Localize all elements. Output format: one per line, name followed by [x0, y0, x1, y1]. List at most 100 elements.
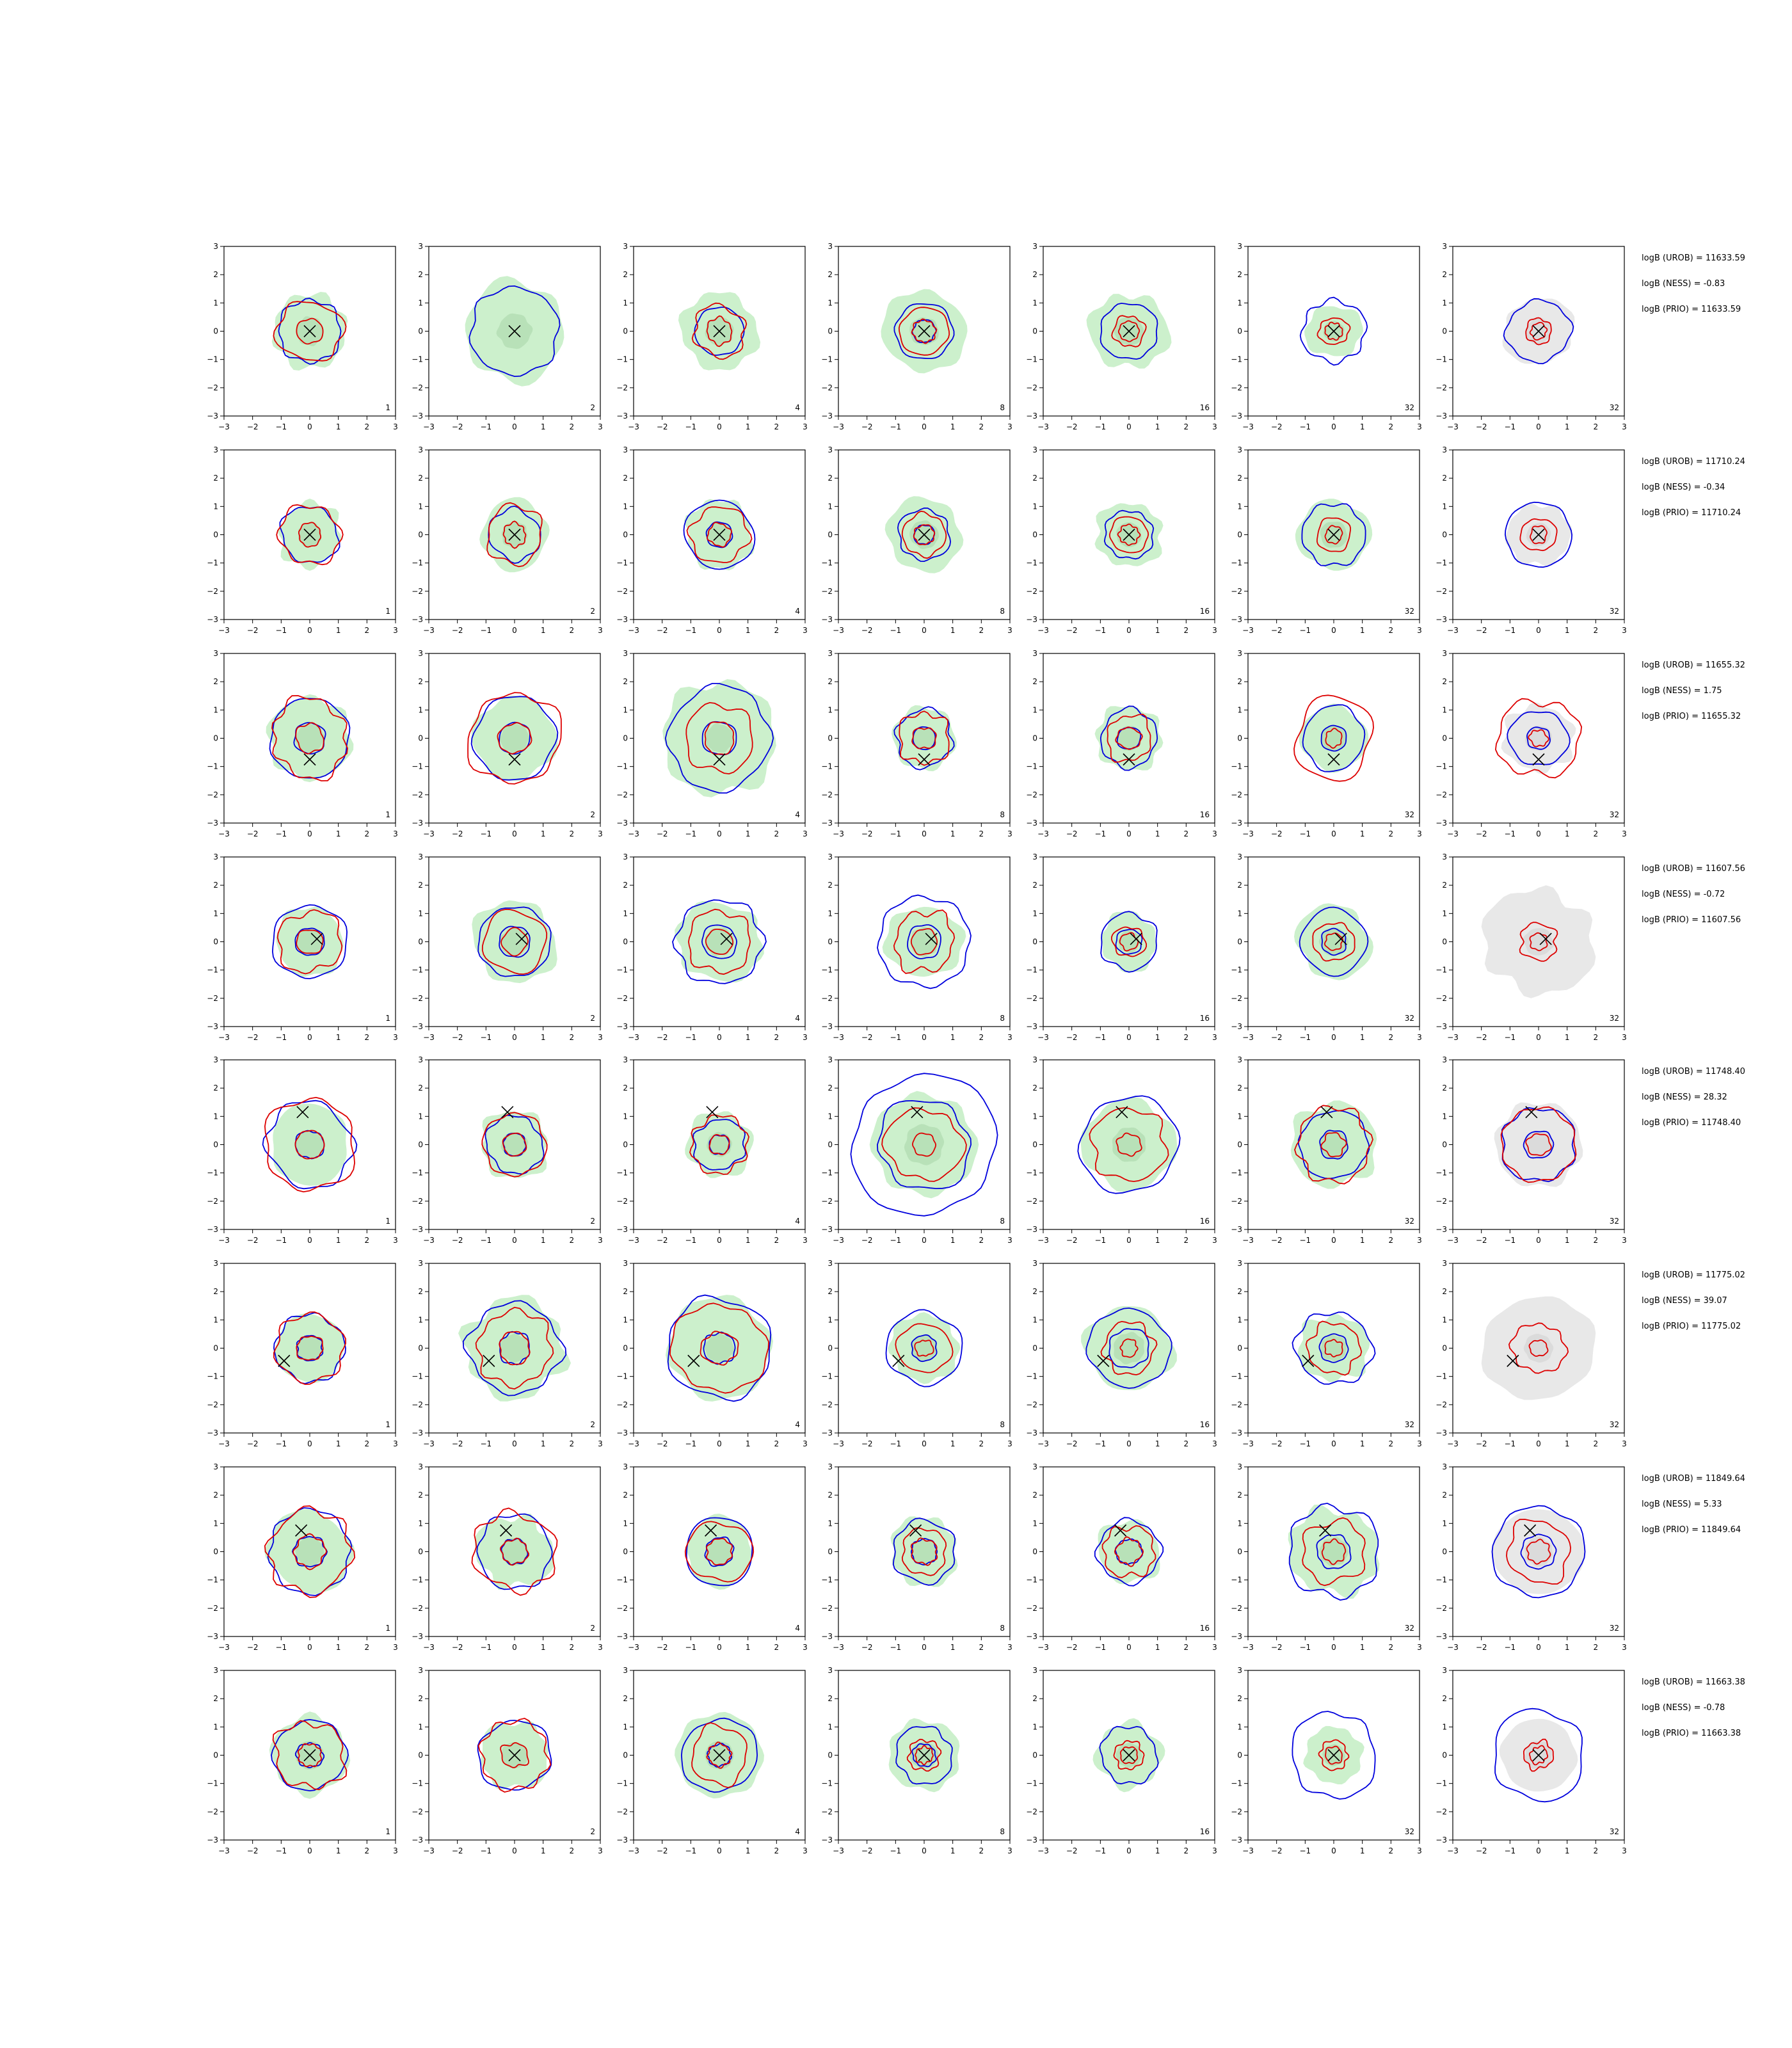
panel-plot-area: [273, 1311, 347, 1385]
y-tick-label: 3: [418, 242, 423, 251]
x-tick-label: −3: [1037, 829, 1049, 838]
panel-label: 4: [795, 1217, 800, 1226]
x-tick-label: 3: [1417, 626, 1422, 635]
x-tick-label: −2: [1271, 626, 1283, 635]
y-tick-label: 0: [1032, 734, 1037, 743]
logb-annotation: logB (PRIO) = 11748.40: [1642, 1118, 1741, 1128]
x-tick-label: 3: [1622, 1033, 1627, 1042]
y-tick-label: −3: [1436, 1428, 1447, 1437]
y-tick-label: −1: [616, 1576, 628, 1585]
blue-contour: [701, 924, 738, 959]
y-tick-label: 2: [418, 1694, 423, 1703]
y-tick-label: 2: [1442, 677, 1447, 686]
contour-panel: −3 −2 −1 0 1 2 3 −3 −2 −1 0 1 2 3 32: [1436, 445, 1627, 635]
x-tick-label: −3: [833, 1643, 844, 1652]
y-tick-label: 2: [1032, 1084, 1037, 1092]
blue-contour: [1491, 1505, 1586, 1599]
x-tick-label: 0: [1126, 829, 1132, 838]
x-tick-label: −1: [685, 1033, 696, 1042]
x-tick-label: −1: [275, 1236, 287, 1245]
panel-label: 32: [1405, 1014, 1414, 1023]
true-value-marker: [1114, 1524, 1127, 1537]
y-tick-label: 3: [418, 1462, 423, 1471]
y-tick-label: 3: [1032, 852, 1037, 861]
density-fill-inner: [500, 1538, 529, 1565]
red-contour: [1100, 1320, 1158, 1376]
y-tick-label: −3: [412, 1225, 423, 1234]
x-tick-label: −2: [1066, 1236, 1078, 1245]
red-contour: [914, 1340, 934, 1357]
y-tick-label: 2: [213, 270, 218, 279]
y-tick-label: 3: [1442, 1462, 1447, 1471]
density-fill-inner: [1524, 1537, 1553, 1567]
y-tick-label: −3: [616, 1225, 628, 1234]
x-tick-label: −2: [861, 626, 873, 635]
x-tick-label: −3: [1242, 1439, 1254, 1448]
logb-annotation: logB (NESS) = -0.83: [1642, 279, 1725, 289]
y-tick-label: 0: [828, 938, 833, 947]
red-contour: [296, 317, 324, 345]
red-contour: [1108, 516, 1149, 554]
x-tick-label: −1: [1504, 626, 1516, 635]
x-tick-label: 2: [570, 1439, 575, 1448]
red-contour: [1320, 1132, 1347, 1158]
y-tick-label: −2: [207, 1400, 218, 1409]
panel-label: 8: [1000, 810, 1005, 819]
x-tick-label: −2: [1066, 422, 1078, 431]
x-tick-label: 2: [979, 1643, 984, 1652]
y-tick-label: −1: [1436, 1779, 1447, 1788]
true-value-marker: [295, 1524, 308, 1537]
y-tick-label: 0: [1237, 734, 1242, 743]
red-contour: [881, 1107, 967, 1182]
x-tick-label: 2: [774, 626, 780, 635]
logb-annotation: logB (UROB) = 11655.32: [1642, 660, 1745, 670]
density-fill-inner: [910, 927, 938, 957]
y-tick-label: −3: [1026, 819, 1037, 828]
y-tick-label: 1: [418, 705, 423, 714]
x-tick-label: 0: [717, 1439, 722, 1448]
x-tick-label: 0: [717, 1033, 722, 1042]
blue-contour: [683, 499, 756, 570]
y-tick-label: −3: [1436, 615, 1447, 624]
x-tick-label: 3: [598, 1236, 603, 1245]
blue-contour: [1504, 501, 1573, 568]
y-tick-label: 0: [1442, 327, 1447, 336]
y-tick-label: −2: [412, 1197, 423, 1206]
blue-contour: [907, 924, 941, 959]
x-tick-label: 1: [1155, 626, 1160, 635]
true-value-marker: [1123, 528, 1135, 541]
blue-contour: [892, 1517, 956, 1586]
y-tick-label: −1: [1231, 1779, 1242, 1788]
blue-contour: [1507, 711, 1571, 765]
x-tick-label: 1: [950, 422, 956, 431]
x-tick-label: −2: [1066, 1439, 1078, 1448]
x-tick-label: 1: [1360, 1846, 1365, 1855]
x-tick-label: 3: [598, 1439, 603, 1448]
x-tick-label: 1: [746, 626, 751, 635]
y-tick-label: 2: [1442, 474, 1447, 483]
red-contour: [685, 701, 753, 775]
y-tick-label: −3: [207, 1225, 218, 1234]
panel-label: 1: [385, 810, 390, 819]
panel-plot-area: [888, 1718, 960, 1793]
y-tick-label: −3: [821, 615, 833, 624]
x-tick-label: 1: [746, 1643, 751, 1652]
y-tick-label: −3: [412, 819, 423, 828]
x-tick-label: 3: [1622, 1439, 1627, 1448]
y-tick-label: 0: [1442, 1140, 1447, 1149]
x-tick-label: 2: [1389, 1033, 1394, 1042]
x-tick-label: 3: [598, 1643, 603, 1652]
blue-contour: [1077, 1095, 1181, 1194]
x-tick-label: −2: [452, 1236, 463, 1245]
blue-contour: [294, 927, 325, 956]
y-tick-label: −1: [1026, 1372, 1037, 1381]
y-tick-label: −3: [1436, 1836, 1447, 1844]
y-tick-label: 0: [1237, 327, 1242, 336]
red-contour: [502, 520, 527, 549]
y-tick-label: 1: [828, 705, 833, 714]
y-tick-label: 0: [213, 734, 218, 743]
y-tick-label: 1: [213, 1112, 218, 1121]
x-tick-label: −1: [1504, 829, 1516, 838]
y-tick-label: −1: [1026, 1169, 1037, 1178]
x-tick-label: 0: [922, 422, 927, 431]
